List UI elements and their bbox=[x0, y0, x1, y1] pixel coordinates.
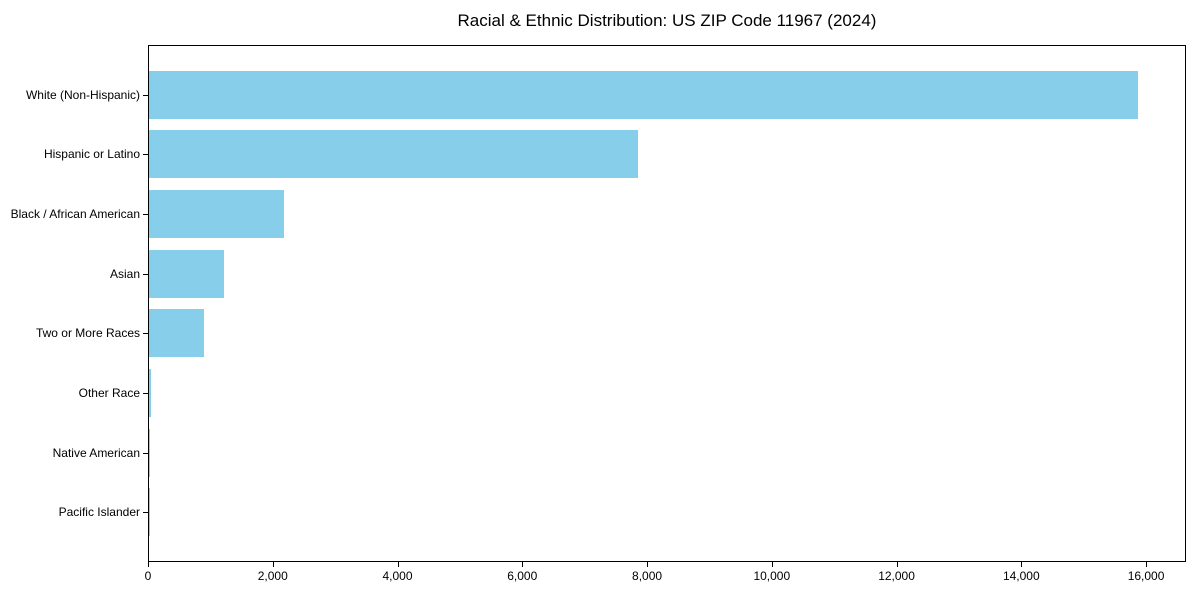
bar bbox=[149, 130, 639, 179]
x-tick-mark bbox=[647, 562, 649, 567]
x-tick-mark bbox=[1021, 562, 1023, 567]
y-tick-label: Native American bbox=[52, 445, 140, 460]
bar bbox=[149, 189, 284, 238]
x-tick-label: 0 bbox=[144, 569, 152, 583]
x-tick-mark bbox=[522, 562, 524, 567]
y-tick-mark bbox=[143, 452, 148, 454]
x-tick-label: 6,000 bbox=[507, 569, 538, 583]
y-tick-mark bbox=[143, 512, 148, 514]
x-tick-label: 8,000 bbox=[632, 569, 663, 583]
chart-title: Racial & Ethnic Distribution: US ZIP Cod… bbox=[457, 11, 877, 30]
x-tick-mark bbox=[272, 562, 274, 567]
y-tick-mark bbox=[143, 273, 148, 275]
x-tick-label: 4,000 bbox=[382, 569, 413, 583]
x-tick-mark bbox=[1146, 562, 1148, 567]
plot-area bbox=[148, 45, 1186, 562]
y-tick-label: Asian bbox=[109, 266, 140, 281]
y-tick-mark bbox=[143, 333, 148, 335]
x-tick-label: 14,000 bbox=[1002, 569, 1040, 583]
bar bbox=[149, 70, 1138, 119]
y-tick-mark bbox=[143, 393, 148, 395]
y-tick-label: Black / African American bbox=[10, 206, 140, 221]
x-tick-mark bbox=[397, 562, 399, 567]
bar bbox=[149, 249, 224, 298]
bar bbox=[149, 309, 204, 358]
x-tick-mark bbox=[148, 562, 149, 567]
y-tick-label: Hispanic or Latino bbox=[43, 147, 140, 162]
y-tick-mark bbox=[143, 213, 148, 215]
y-tick-mark bbox=[143, 154, 148, 156]
y-tick-label: Pacific Islander bbox=[58, 505, 140, 520]
y-tick-label: White (Non-Hispanic) bbox=[25, 87, 140, 102]
x-tick-mark bbox=[771, 562, 773, 567]
bar bbox=[149, 428, 150, 477]
x-tick-label: 2,000 bbox=[257, 569, 288, 583]
y-tick-label: Other Race bbox=[78, 386, 140, 401]
y-tick-mark bbox=[143, 94, 148, 96]
x-tick-mark bbox=[896, 562, 898, 567]
bar bbox=[149, 369, 151, 418]
y-tick-label: Two or More Races bbox=[35, 326, 140, 341]
x-tick-label: 10,000 bbox=[753, 569, 791, 583]
x-tick-label: 12,000 bbox=[878, 569, 915, 583]
x-tick-label: 16,000 bbox=[1127, 569, 1165, 583]
